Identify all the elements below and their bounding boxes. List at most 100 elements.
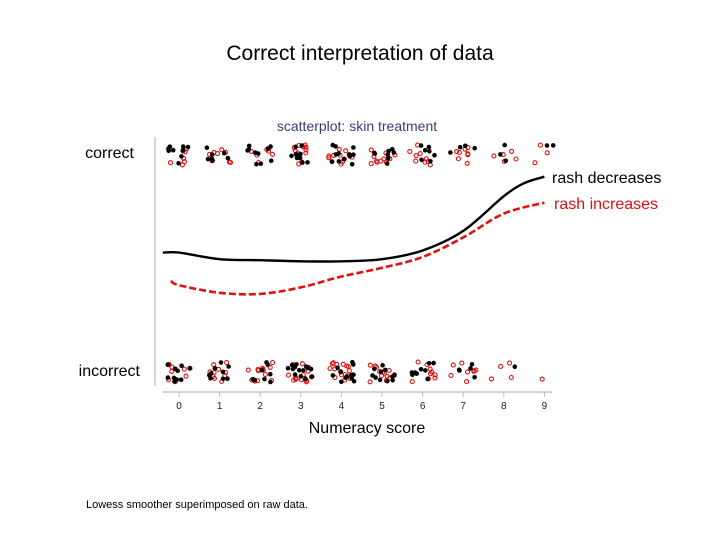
series-label-rash-increases: rash increases [554, 196, 658, 213]
data-point-rash-increases [296, 161, 302, 167]
data-point-rash-decreases [303, 364, 309, 369]
data-point-rash-decreases [392, 372, 397, 378]
x-tick-label: 0 [176, 401, 182, 412]
data-point-rash-decreases [384, 161, 390, 166]
data-point-rash-increases [216, 366, 222, 372]
data-point-rash-decreases [296, 368, 302, 373]
data-point-rash-decreases [385, 152, 391, 157]
data-point-rash-increases [299, 361, 305, 367]
data-point-rash-increases [456, 149, 462, 156]
data-point-rash-increases [167, 160, 174, 166]
data-point-rash-increases [432, 372, 438, 378]
data-point-rash-increases [539, 376, 545, 382]
data-point-rash-decreases [255, 151, 261, 156]
data-point-rash-increases [508, 374, 514, 381]
data-point-rash-decreases [212, 366, 218, 371]
data-point-rash-decreases [170, 147, 176, 153]
data-point-rash-increases [245, 367, 251, 373]
data-point-rash-increases [327, 365, 333, 372]
data-point-rash-decreases [176, 161, 181, 166]
data-point-rash-decreases [187, 366, 192, 371]
data-point-rash-decreases [300, 160, 305, 165]
data-point-rash-decreases [166, 148, 171, 153]
data-point-rash-increases [407, 148, 413, 155]
data-point-rash-decreases [335, 365, 340, 371]
data-point-rash-decreases [268, 371, 273, 377]
data-point-rash-increases [269, 151, 276, 157]
data-point-rash-increases [537, 142, 543, 148]
data-point-rash-decreases [308, 366, 314, 372]
data-point-rash-decreases [351, 372, 356, 378]
data-point-rash-increases [262, 371, 268, 378]
data-point-rash-increases [509, 148, 515, 154]
data-point-rash-decreases [264, 360, 269, 365]
data-point-rash-decreases [425, 376, 430, 382]
data-point-rash-decreases [338, 369, 343, 374]
data-point-rash-decreases [225, 155, 231, 161]
data-point-rash-decreases [259, 368, 265, 373]
data-point-rash-decreases [419, 157, 424, 163]
data-point-rash-decreases [469, 362, 475, 367]
data-point-rash-decreases [468, 366, 473, 371]
data-point-rash-decreases [309, 374, 315, 379]
data-point-rash-increases [448, 372, 454, 378]
data-point-rash-decreases [222, 150, 227, 156]
data-point-rash-increases [384, 373, 390, 379]
data-point-rash-increases [464, 379, 470, 385]
data-point-rash-increases [455, 156, 462, 162]
y-category-label-correct: correct [85, 145, 134, 162]
data-point-rash-increases [513, 156, 519, 162]
data-point-rash-decreases [378, 369, 384, 375]
x-axis-label: Numeracy score [309, 420, 426, 437]
data-point-rash-decreases [254, 161, 259, 167]
data-point-rash-increases [169, 368, 175, 374]
data-point-rash-increases [507, 360, 513, 366]
data-point-rash-decreases [428, 159, 433, 164]
data-point-rash-decreases [329, 159, 335, 164]
data-point-rash-decreases [297, 155, 303, 161]
data-point-rash-decreases [390, 378, 396, 383]
data-point-rash-increases [544, 150, 550, 156]
data-point-rash-decreases [418, 143, 424, 148]
data-point-rash-decreases [246, 147, 252, 152]
data-point-rash-decreases [294, 362, 299, 367]
data-point-rash-decreases [503, 158, 509, 164]
data-point-rash-decreases [472, 375, 477, 380]
data-point-rash-decreases [448, 150, 453, 155]
data-point-rash-increases [181, 366, 187, 372]
data-point-rash-increases [417, 151, 423, 157]
data-point-rash-decreases [292, 372, 298, 377]
data-point-rash-decreases [544, 143, 550, 148]
data-point-rash-increases [498, 363, 504, 369]
data-point-rash-decreases [426, 144, 432, 150]
data-point-rash-increases [227, 159, 234, 165]
data-point-rash-decreases [210, 158, 215, 163]
data-point-rash-increases [326, 155, 332, 161]
data-point-rash-increases [464, 369, 471, 375]
data-point-rash-increases [303, 150, 309, 156]
data-point-rash-decreases [165, 362, 171, 368]
data-point-rash-decreases [372, 150, 377, 156]
data-point-rash-increases [181, 159, 187, 165]
data-point-rash-decreases [180, 148, 186, 153]
data-point-rash-decreases [502, 142, 508, 148]
data-point-rash-increases [343, 148, 349, 154]
data-point-rash-decreases [225, 376, 230, 382]
data-point-rash-decreases [498, 152, 503, 157]
x-tick-label: 5 [379, 401, 385, 412]
data-point-rash-increases [368, 161, 374, 167]
data-point-rash-increases [214, 151, 221, 157]
data-point-rash-decreases [457, 368, 462, 373]
data-point-rash-decreases [351, 145, 356, 150]
data-point-rash-increases [285, 372, 292, 378]
data-point-rash-decreases [349, 162, 355, 167]
data-point-rash-decreases [472, 145, 478, 151]
data-point-rash-decreases [218, 360, 224, 365]
page-title: Correct interpretation of data [226, 42, 494, 65]
data-point-rash-increases [413, 158, 419, 164]
data-point-rash-decreases [178, 377, 184, 383]
data-point-rash-increases [415, 359, 421, 365]
data-point-rash-increases [219, 147, 225, 153]
data-point-rash-decreases [386, 148, 391, 154]
data-point-rash-decreases [423, 368, 428, 373]
